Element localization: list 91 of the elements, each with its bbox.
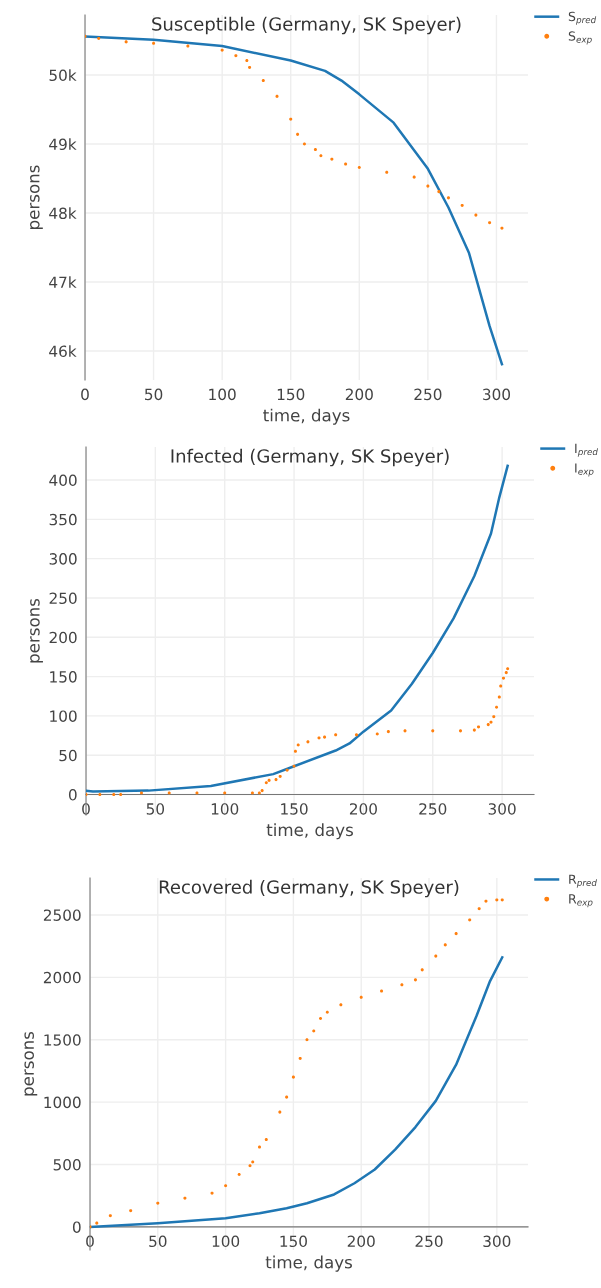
x-tick-label: 250 [414, 388, 442, 401]
x-tick-label: 50 [145, 388, 163, 401]
x-tick-label: 200 [345, 388, 373, 401]
point [318, 1016, 323, 1021]
y-tick-label: 2500 [43, 909, 81, 921]
y-tick-label: 47k [49, 276, 77, 288]
x-tick-label: 150 [281, 803, 308, 815]
legend-label: R$_{exp}$ [569, 894, 593, 908]
point [250, 791, 254, 795]
line-series [85, 35, 504, 366]
point [506, 667, 510, 671]
chart-title: Infected (Germany, SK Speyer) [171, 448, 449, 467]
x-tick-label: 0 [81, 388, 89, 401]
x-tick-label: 250 [415, 1235, 443, 1248]
point [325, 1010, 329, 1014]
y-tick-label: 2000 [43, 971, 81, 984]
y-tick-label: 50 [59, 749, 77, 762]
x-tick-label: 250 [419, 803, 447, 815]
x-tick-label: 200 [347, 1235, 375, 1248]
point [274, 778, 278, 782]
y-tick-label: 49k [49, 138, 77, 151]
line-series [90, 956, 504, 1229]
y-tick-label: 150 [50, 671, 77, 683]
point [386, 730, 390, 734]
y-tick-label: 1000 [44, 1096, 81, 1109]
chart-title: Recovered (Germany, SK Speyer) [159, 879, 459, 898]
x-tick-label: 150 [280, 1235, 307, 1248]
y-tick-label: 400 [49, 474, 77, 487]
y-tick-label: 200 [49, 631, 77, 644]
y-tick-label: 1500 [44, 1034, 81, 1046]
x-tick-label: 150 [277, 388, 305, 401]
x-axis-title: time, days [265, 1255, 352, 1272]
x-tick-label: 200 [349, 803, 377, 815]
x-tick-label: 0 [86, 1235, 94, 1248]
y-axis-title: persons [30, 165, 43, 229]
x-tick-label: 100 [209, 388, 236, 401]
x-tick-label: 100 [211, 803, 239, 815]
x-axis-title: time, days [266, 823, 353, 840]
point [124, 40, 128, 44]
point [275, 94, 279, 98]
point [156, 1201, 160, 1205]
y-axis-title: persons [30, 598, 43, 663]
y-tick-label: 350 [49, 513, 77, 526]
x-tick-label: 0 [82, 803, 90, 815]
point [119, 793, 123, 797]
point [108, 1214, 112, 1218]
chart-title: Susceptible (Germany, SK Speyer) [152, 16, 461, 35]
x-tick-label: 50 [146, 803, 165, 815]
point [257, 1145, 262, 1149]
y-tick-label: 300 [49, 553, 77, 565]
y-tick-label: 250 [49, 592, 77, 604]
legend-label: S$_{exp}$ [568, 31, 592, 45]
legend-label: I$_{exp}$ [575, 463, 594, 477]
y-tick-label: 0 [72, 1221, 81, 1233]
point [504, 671, 508, 675]
point [293, 749, 297, 753]
point [248, 65, 252, 69]
x-tick-label: 50 [149, 1235, 167, 1248]
point [344, 162, 348, 166]
legend-label: I$_{pred}$ [575, 443, 598, 457]
point [313, 147, 317, 152]
point [220, 48, 224, 52]
legend-label: R$_{pred}$ [569, 874, 597, 888]
legend-label: S$_{pred}$ [568, 11, 597, 25]
point [306, 740, 310, 744]
y-tick-label: 50k [49, 69, 77, 82]
x-tick-label: 100 [212, 1235, 240, 1248]
point [420, 968, 424, 972]
point [492, 715, 496, 719]
point [412, 175, 416, 179]
y-axis-title: persons [24, 1031, 38, 1096]
point [296, 132, 300, 136]
x-axis-title: time, days [263, 408, 350, 425]
point [302, 142, 306, 146]
y-tick-label: 46k [49, 345, 77, 358]
y-tick-label: 500 [53, 1158, 81, 1171]
point [129, 1209, 133, 1213]
point [488, 221, 492, 225]
point [95, 1221, 99, 1225]
point [385, 170, 389, 174]
x-tick-label: 300 [488, 803, 516, 815]
point [359, 995, 363, 999]
point [139, 791, 144, 795]
x-tick-label: 300 [483, 388, 511, 401]
point [330, 157, 334, 161]
point [426, 184, 430, 188]
y-tick-label: 48k [49, 207, 77, 220]
point [224, 1184, 228, 1188]
y-tick-label: 100 [50, 710, 77, 722]
y-tick-label: 0 [68, 789, 77, 801]
x-tick-label: 300 [483, 1235, 511, 1248]
